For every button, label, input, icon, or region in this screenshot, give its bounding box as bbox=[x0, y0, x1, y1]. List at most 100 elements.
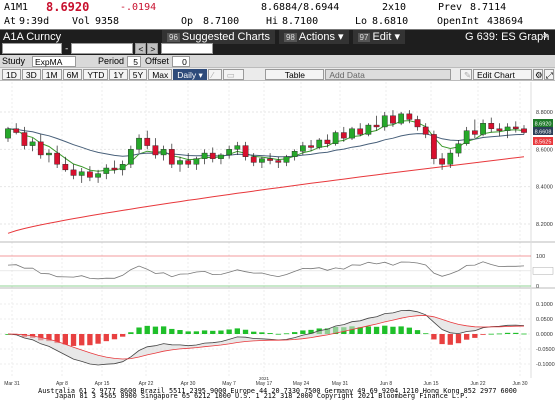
actions-menu[interactable]: 98 Actions ▾ bbox=[278, 30, 349, 44]
macd-histogram-bar bbox=[308, 329, 314, 334]
end-date-input[interactable]: 06/30/2021 bbox=[71, 43, 134, 54]
macd-histogram-bar bbox=[185, 331, 191, 334]
offset-label: Offset bbox=[145, 56, 169, 66]
macd-histogram-bar bbox=[160, 326, 167, 334]
candle-body bbox=[340, 132, 347, 139]
candle-body bbox=[185, 160, 192, 165]
ticker: A1M1 bbox=[4, 2, 29, 13]
footer: Australia 61 2 9777 8600 Brazil 5511 239… bbox=[0, 388, 555, 395]
x-tick-label: Jun 8 bbox=[380, 381, 392, 387]
macd-histogram-bar bbox=[300, 330, 306, 334]
frequency-select[interactable]: Daily ▾ bbox=[173, 68, 207, 80]
menu-number: 96 bbox=[167, 33, 180, 42]
candle-body bbox=[46, 152, 52, 156]
range-3d-button[interactable]: 3D bbox=[21, 68, 41, 80]
x-tick-label: Mar 31 bbox=[4, 381, 20, 387]
time-label: At bbox=[4, 16, 17, 27]
macd-histogram-bar bbox=[472, 334, 478, 338]
range-max-button[interactable]: Max bbox=[148, 68, 173, 80]
currency-select[interactable]: Local CCY bbox=[161, 43, 214, 54]
grid-lines bbox=[0, 82, 531, 378]
edit-menu[interactable]: 97 Edit ▾ bbox=[352, 30, 406, 44]
range-6m-button[interactable]: 6M bbox=[62, 68, 83, 80]
candle-body bbox=[226, 149, 233, 156]
price-tags: 8.6920 8.6608 8.5625 bbox=[533, 119, 553, 146]
candle-body bbox=[111, 167, 118, 171]
macd-histogram-bar bbox=[152, 326, 159, 334]
volume-value: 9358 bbox=[95, 16, 120, 27]
calendar-forward-button[interactable]: > bbox=[147, 43, 159, 54]
menu-number: 98 bbox=[283, 33, 297, 42]
chevron-down-icon: ▾ bbox=[198, 69, 203, 80]
gear-icon[interactable]: ✱ bbox=[543, 31, 549, 41]
macd-histogram-bar bbox=[349, 326, 355, 334]
candle-body bbox=[259, 158, 265, 163]
x-tick-label: May 7 bbox=[222, 381, 236, 387]
range-1d-button[interactable]: 1D bbox=[2, 68, 21, 80]
open-label: Op bbox=[181, 16, 194, 27]
study-select[interactable]: ExpMA bbox=[32, 55, 77, 67]
candle-body bbox=[512, 126, 519, 130]
offset-input[interactable]: 0 bbox=[171, 55, 190, 67]
line-tool-icon[interactable]: ⁄ bbox=[207, 68, 222, 80]
table-button[interactable]: Table bbox=[265, 68, 325, 80]
suggested-charts-menu[interactable]: 96 Suggested Charts bbox=[162, 30, 275, 44]
add-data-input[interactable]: Add Data bbox=[325, 68, 452, 80]
calendar-back-button[interactable]: < bbox=[135, 43, 147, 54]
bid-ask-size: 2x10 bbox=[382, 2, 407, 13]
macd-histogram-bar bbox=[177, 330, 183, 334]
ema-long-line bbox=[7, 156, 525, 234]
chart-type-icon[interactable]: ▭ bbox=[222, 68, 245, 80]
macd-tick-label: 0.1000 bbox=[536, 302, 553, 308]
macd-histogram-bar bbox=[439, 334, 445, 345]
candle-body bbox=[422, 126, 429, 135]
bid-ask: 8.6884/8.6944 bbox=[261, 2, 340, 13]
macd-histogram-bar bbox=[62, 334, 68, 345]
date-separator: - bbox=[64, 43, 70, 54]
edit-chart-label: Edit Chart bbox=[477, 69, 515, 80]
pencil-icon[interactable]: ✎ bbox=[460, 68, 473, 80]
period-input[interactable]: 5 bbox=[127, 55, 142, 67]
candle-body bbox=[13, 128, 20, 133]
edit-chart-button[interactable]: Edit Chart bbox=[473, 68, 532, 80]
macd-histogram-bar bbox=[128, 332, 134, 334]
candle-body bbox=[62, 164, 69, 171]
candle-body bbox=[439, 158, 445, 165]
macd-histogram-bar bbox=[464, 334, 470, 340]
candle-body bbox=[144, 137, 151, 146]
x-tick-label: Jun 22 bbox=[470, 381, 485, 387]
settings-icon[interactable]: ⚙ bbox=[532, 68, 543, 80]
volume-label: Vol bbox=[72, 16, 91, 27]
start-date-input[interactable]: 03/30/2021 bbox=[2, 43, 62, 54]
ema-mid-line bbox=[7, 128, 525, 158]
range-ytd-button[interactable]: YTD bbox=[83, 68, 109, 80]
candle-body bbox=[37, 141, 44, 156]
candle-body bbox=[471, 130, 478, 135]
macd-histogram-bar bbox=[259, 332, 265, 334]
candle-body bbox=[209, 152, 216, 159]
expand-icon[interactable]: ⤢ bbox=[543, 68, 554, 80]
range-1m-button[interactable]: 1M bbox=[41, 68, 62, 80]
chevron-down-icon: ▾ bbox=[338, 31, 344, 43]
time-value: 9:39d bbox=[19, 16, 50, 27]
range-1y-button[interactable]: 1Y bbox=[109, 68, 128, 80]
macd-histogram-bar bbox=[201, 330, 208, 334]
macd-histogram-bar bbox=[382, 325, 388, 334]
security-name[interactable]: A1A Curncy bbox=[3, 31, 62, 43]
candle-body bbox=[234, 145, 241, 150]
macd-histogram-bar bbox=[136, 327, 142, 334]
range-5y-button[interactable]: 5Y bbox=[128, 68, 148, 80]
macd-histogram-bar bbox=[406, 327, 412, 334]
candle-body bbox=[521, 128, 527, 133]
macd-histogram-bar bbox=[46, 334, 52, 342]
macd-histogram-bar bbox=[169, 328, 175, 334]
candle-body bbox=[291, 150, 298, 157]
candle-body bbox=[496, 128, 503, 131]
macd-histogram-bar bbox=[226, 329, 232, 334]
frequency-label: Daily bbox=[177, 69, 197, 80]
prev-value: 8.7114 bbox=[470, 2, 507, 13]
candle-body bbox=[29, 141, 36, 146]
macd-tick-label: -0.0500 bbox=[536, 347, 555, 353]
